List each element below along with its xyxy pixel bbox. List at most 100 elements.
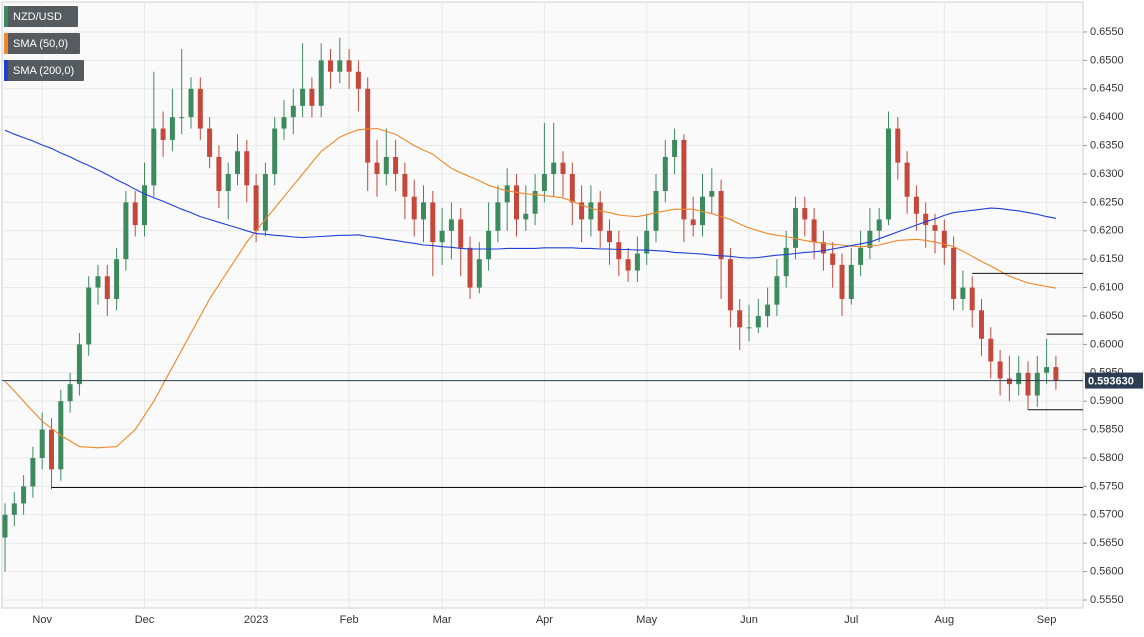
candle-body bbox=[839, 264, 845, 299]
y-tick-label: 0.5700 bbox=[1090, 509, 1124, 521]
candle-body bbox=[448, 219, 454, 231]
legend-label: NZD/USD bbox=[13, 11, 62, 23]
candle-body bbox=[486, 230, 492, 260]
candle-body bbox=[11, 503, 17, 515]
candle-body bbox=[960, 287, 966, 299]
candle-body bbox=[541, 173, 547, 192]
candle-body bbox=[458, 219, 464, 248]
candle-body bbox=[337, 60, 343, 72]
candle-body bbox=[49, 429, 54, 470]
candle-body bbox=[802, 208, 808, 220]
candle-body bbox=[235, 151, 240, 174]
last-price-box bbox=[1085, 372, 1143, 389]
candle-body bbox=[988, 338, 994, 362]
candle-body bbox=[755, 315, 761, 328]
candle-body bbox=[21, 486, 27, 504]
candle-body bbox=[737, 310, 743, 328]
candle-body bbox=[700, 196, 705, 226]
candle-body bbox=[514, 185, 519, 220]
plot-area bbox=[1, 1, 1084, 609]
candle-body bbox=[411, 196, 417, 220]
candle-body bbox=[421, 202, 426, 220]
y-tick-label: 0.6400 bbox=[1090, 111, 1124, 123]
candle-body bbox=[430, 202, 436, 243]
x-tick-label: Sep bbox=[1037, 614, 1057, 626]
candle-body bbox=[532, 191, 538, 214]
x-tick-label: Mar bbox=[433, 614, 452, 626]
legend-label: SMA (50,0) bbox=[13, 38, 68, 50]
candle-body bbox=[1006, 378, 1012, 385]
legend-swatch bbox=[4, 6, 8, 27]
candle-body bbox=[597, 202, 603, 231]
y-tick-label: 0.6050 bbox=[1090, 310, 1124, 322]
candle-body bbox=[1034, 372, 1040, 396]
candle-body bbox=[625, 259, 631, 271]
x-tick-label: Apr bbox=[536, 614, 553, 626]
sma-line bbox=[4, 127, 1057, 449]
candle-body bbox=[95, 276, 101, 288]
legend-box bbox=[4, 6, 78, 27]
candle-body bbox=[383, 156, 389, 174]
candle-body bbox=[690, 219, 696, 226]
y-tick-label: 0.6350 bbox=[1090, 139, 1124, 151]
candle-body bbox=[616, 242, 622, 260]
y-tick-label: 0.5750 bbox=[1090, 480, 1124, 492]
candle-body bbox=[114, 259, 120, 299]
legend-swatch bbox=[4, 60, 8, 81]
candle-body bbox=[262, 173, 268, 231]
x-tick-label: Jun bbox=[740, 614, 758, 626]
candle-body bbox=[765, 304, 771, 316]
candle-body bbox=[1016, 372, 1022, 385]
candle-body bbox=[123, 202, 129, 260]
y-tick-label: 0.6300 bbox=[1090, 168, 1124, 180]
candle-body bbox=[997, 361, 1003, 379]
candle-body bbox=[969, 287, 975, 311]
candle-body bbox=[569, 173, 575, 203]
candle-body bbox=[1044, 367, 1050, 373]
candle-body bbox=[811, 219, 817, 243]
candle-body bbox=[579, 202, 585, 220]
candle-body bbox=[318, 60, 324, 106]
candle-body bbox=[727, 259, 733, 311]
candle-body bbox=[132, 202, 138, 226]
candle-body bbox=[476, 259, 482, 288]
y-tick-label: 0.6550 bbox=[1090, 26, 1124, 38]
y-tick-label: 0.6150 bbox=[1090, 253, 1124, 265]
legend-label: SMA (200,0) bbox=[13, 65, 74, 77]
candle-body bbox=[895, 128, 901, 163]
candle-body bbox=[67, 384, 73, 402]
y-tick-label: 0.5650 bbox=[1090, 537, 1124, 549]
candle-body bbox=[848, 264, 854, 299]
last-price-label: 0.593630 bbox=[1088, 375, 1134, 387]
candle-body bbox=[281, 117, 287, 129]
y-tick-label: 0.6500 bbox=[1090, 54, 1124, 66]
candle-body bbox=[151, 128, 157, 186]
candle-body bbox=[225, 173, 231, 192]
candle-body bbox=[774, 276, 780, 305]
y-tick-label: 0.5900 bbox=[1090, 395, 1124, 407]
candle-body bbox=[374, 162, 380, 174]
candle-body bbox=[142, 185, 147, 226]
candle-body bbox=[30, 457, 36, 487]
legend-box bbox=[4, 60, 84, 81]
candle-body bbox=[39, 429, 45, 458]
candle-body bbox=[672, 139, 678, 157]
candle-body bbox=[941, 230, 947, 248]
candle-body bbox=[523, 213, 529, 220]
y-tick-label: 0.5800 bbox=[1090, 452, 1124, 464]
candle-body bbox=[188, 88, 194, 118]
legend-swatch bbox=[4, 33, 8, 54]
candle-body bbox=[300, 88, 306, 106]
y-tick-label: 0.6100 bbox=[1090, 281, 1124, 293]
sma-line bbox=[4, 129, 1056, 259]
candle-body bbox=[439, 230, 445, 243]
candle-body bbox=[718, 191, 724, 260]
candle-body bbox=[1025, 372, 1031, 396]
candle-body bbox=[634, 253, 640, 271]
candle-body bbox=[346, 60, 352, 72]
candle-body bbox=[793, 208, 798, 248]
candle-body bbox=[402, 173, 408, 197]
candle-body bbox=[355, 71, 361, 89]
candle-body bbox=[179, 117, 185, 119]
